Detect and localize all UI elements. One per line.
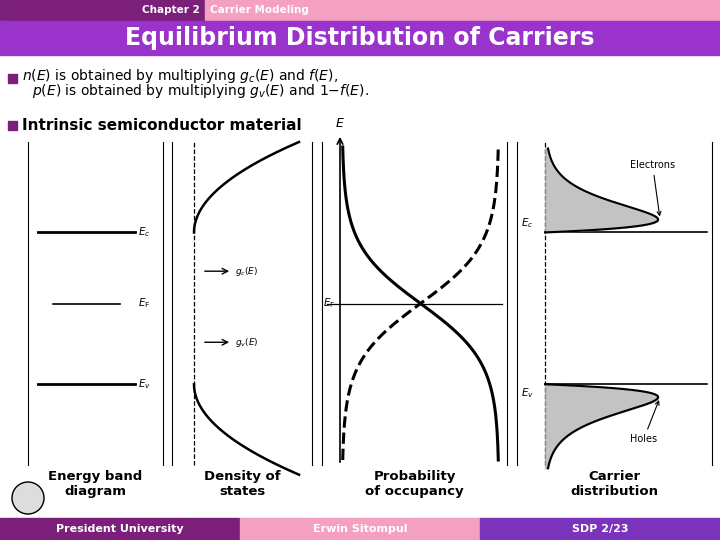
Bar <box>480 518 720 540</box>
Text: $g_v(E)$: $g_v(E)$ <box>235 336 258 349</box>
Text: SDP 2/23: SDP 2/23 <box>572 524 629 534</box>
Bar <box>0 518 240 540</box>
Text: $E_{\rm F}$: $E_{\rm F}$ <box>323 296 335 310</box>
Bar <box>0 21 720 55</box>
Text: Intrinsic semiconductor material: Intrinsic semiconductor material <box>22 118 302 132</box>
Bar <box>240 518 480 540</box>
Text: President University: President University <box>56 524 184 534</box>
Text: $g_c(E)$: $g_c(E)$ <box>235 265 258 278</box>
Text: $E_c$: $E_c$ <box>521 217 534 231</box>
Text: Erwin Sitompul: Erwin Sitompul <box>312 524 408 534</box>
Text: Chapter 2: Chapter 2 <box>143 5 200 15</box>
Text: $E$: $E$ <box>335 117 345 130</box>
Text: $\mathit{p}(\mathit{E})$ is obtained by multiplying $\mathit{g}_v(\mathit{E})$ a: $\mathit{p}(\mathit{E})$ is obtained by … <box>32 82 369 100</box>
Text: $\mathit{n}(\mathit{E})$ is obtained by multiplying $\mathit{g}_c(\mathit{E})$ a: $\mathit{n}(\mathit{E})$ is obtained by … <box>22 67 338 85</box>
Text: Carrier
distribution: Carrier distribution <box>570 470 659 498</box>
Text: $E_{\rm F}$: $E_{\rm F}$ <box>138 296 150 310</box>
Text: $E_v$: $E_v$ <box>521 386 534 400</box>
Circle shape <box>12 482 44 514</box>
Text: Density of
states: Density of states <box>204 470 280 498</box>
Bar <box>8 73 17 83</box>
Bar <box>0 0 205 20</box>
Text: Carrier Modeling: Carrier Modeling <box>210 5 309 15</box>
Text: Equilibrium Distribution of Carriers: Equilibrium Distribution of Carriers <box>125 26 595 50</box>
Text: Holes: Holes <box>630 401 659 444</box>
Text: $E_c$: $E_c$ <box>138 226 150 239</box>
Text: $E_v$: $E_v$ <box>138 377 151 391</box>
Bar <box>8 120 17 130</box>
Text: Probability
of occupancy: Probability of occupancy <box>365 470 464 498</box>
Text: Energy band
diagram: Energy band diagram <box>48 470 143 498</box>
Text: Electrons: Electrons <box>630 160 675 215</box>
Bar <box>205 0 720 20</box>
